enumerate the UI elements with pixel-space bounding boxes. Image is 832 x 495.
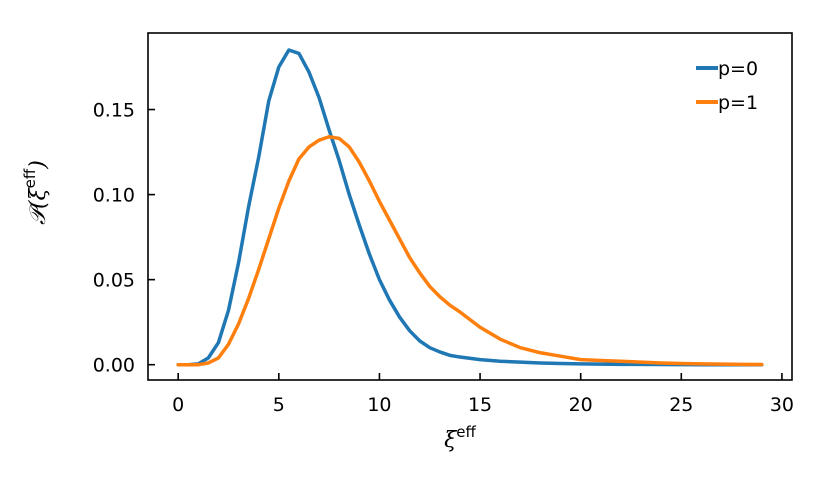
x-tick-label: 5: [273, 394, 285, 416]
x-tick-label: 30: [770, 394, 794, 416]
y-tick-label: 0.15: [93, 100, 135, 122]
x-axis-label-symbol: ξ: [444, 428, 458, 453]
legend: p=0 p=1: [696, 58, 758, 114]
y-tick-label: 0.10: [93, 185, 135, 207]
x-tick-label: 10: [367, 394, 391, 416]
y-axis-label-prefix: 𝒫(ξ: [26, 186, 51, 224]
series-line-p1: [176, 135, 764, 367]
y-axis-label-superscript: eff: [21, 168, 39, 188]
y-axis: 0.00 0.05 0.10 0.15: [93, 100, 155, 377]
y-tick-label: 0.05: [93, 270, 135, 292]
x-tick-label: 20: [569, 394, 593, 416]
x-axis: 0 5 10 15 20 25 30: [172, 373, 794, 416]
x-tick-label: 25: [669, 394, 693, 416]
series-line-p0: [176, 48, 764, 367]
y-axis-label: 𝒫(ξeff): [21, 160, 51, 225]
y-axis-label-suffix: ): [26, 160, 51, 170]
x-tick-label: 0: [172, 394, 184, 416]
y-tick-label: 0.00: [93, 355, 135, 377]
x-axis-label: ξeff: [444, 423, 476, 453]
x-axis-label-superscript: eff: [456, 423, 476, 441]
x-tick-label: 15: [468, 394, 492, 416]
series-layer: [176, 48, 764, 367]
legend-label-p1: p=1: [718, 92, 758, 114]
plot-area-frame: [147, 32, 793, 381]
legend-label-p0: p=0: [718, 58, 758, 80]
